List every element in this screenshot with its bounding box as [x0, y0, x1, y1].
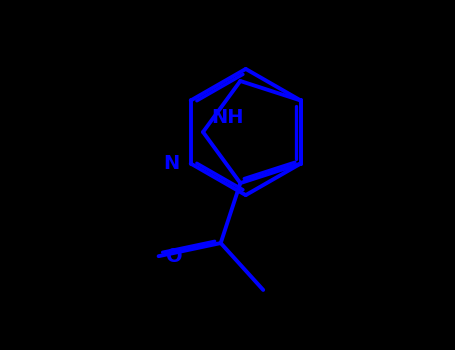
Text: N: N: [163, 154, 179, 173]
Text: O: O: [167, 247, 183, 266]
Text: NH: NH: [211, 108, 243, 127]
